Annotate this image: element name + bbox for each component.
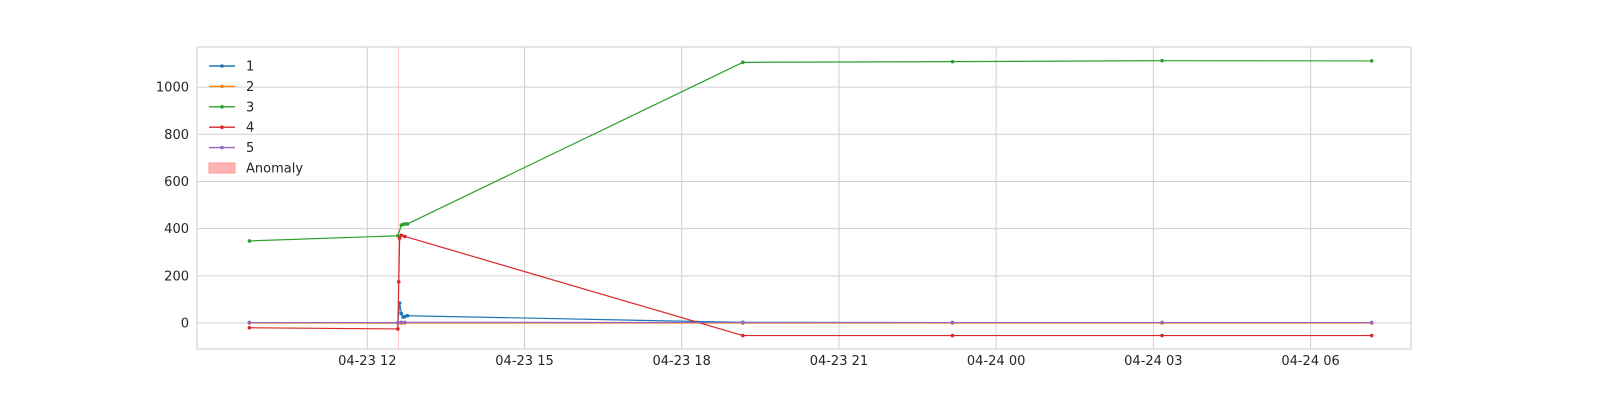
x-tick-label: 04-23 21	[810, 354, 868, 369]
y-tick-label: 1000	[156, 81, 189, 96]
data-point	[247, 239, 252, 243]
y-tick-label: 200	[164, 269, 189, 284]
legend-label: Anomaly	[246, 162, 303, 177]
data-point	[399, 311, 404, 316]
legend-entry: Anomaly	[208, 162, 303, 177]
data-point	[1160, 58, 1164, 63]
data-point	[1160, 320, 1164, 325]
legend-marker	[220, 105, 224, 109]
y-tick-label: 0	[181, 317, 189, 332]
plot-frame	[196, 46, 1412, 350]
y-tick-label: 400	[164, 222, 189, 237]
data-point	[399, 233, 404, 238]
legend-marker	[220, 125, 224, 129]
legend-marker	[220, 145, 224, 150]
grid-layer	[197, 47, 1411, 349]
data-point	[397, 236, 402, 240]
data-point	[950, 333, 955, 338]
data-point	[741, 320, 745, 325]
series-1	[247, 301, 1374, 325]
legend-entry: 4	[209, 121, 254, 136]
x-tick-label: 04-24 00	[967, 354, 1025, 369]
y-axis-ticks: 0 200 400 600 800 1000	[156, 81, 189, 332]
x-tick-label: 04-24 03	[1124, 354, 1182, 369]
x-axis-ticks: 04-23 12 04-23 15 04-23 18 04-23 21 04-24 00…	[338, 354, 1340, 369]
legend-label: 1	[246, 60, 254, 75]
data-point	[741, 333, 745, 338]
series-4	[247, 233, 1374, 338]
x-tick-label: 04-23 18	[653, 354, 711, 369]
legend-label: 4	[246, 121, 254, 136]
legend-entry: 5	[209, 141, 254, 156]
data-point	[950, 59, 955, 64]
series-line	[249, 234, 1372, 337]
anomaly-layer	[397, 47, 399, 349]
legend-swatch	[208, 162, 236, 174]
x-tick-label: 04-23 15	[495, 354, 553, 369]
series-line	[249, 60, 1372, 242]
x-tick-label: 04-23 12	[338, 354, 396, 369]
series-line	[249, 302, 1372, 324]
legend-label: 2	[246, 80, 254, 95]
data-point	[396, 327, 400, 331]
series-3	[247, 58, 1374, 243]
data-point	[247, 325, 252, 330]
data-point	[405, 222, 410, 226]
data-point	[396, 320, 400, 325]
data-point	[396, 279, 401, 284]
legend-label: 3	[246, 100, 254, 115]
legend-marker	[220, 84, 224, 89]
data-point	[1160, 333, 1164, 338]
data-point	[247, 320, 252, 325]
series-5	[247, 320, 1374, 325]
data-point	[403, 320, 407, 325]
data-point	[1369, 320, 1374, 325]
data-point	[950, 320, 955, 325]
data-point	[405, 313, 410, 318]
legend: 1 2 3 4 5 Anomaly	[208, 60, 303, 177]
y-tick-label: 600	[164, 175, 189, 190]
data-point	[1369, 59, 1374, 63]
legend-entry: 1	[209, 60, 254, 75]
data-point	[403, 234, 407, 239]
legend-entry: 3	[209, 100, 254, 115]
legend-marker	[220, 64, 224, 68]
data-point	[741, 60, 745, 65]
data-point	[403, 222, 407, 226]
y-tick-label: 800	[164, 128, 189, 143]
data-point	[1369, 333, 1374, 338]
x-tick-label: 04-24 06	[1281, 354, 1339, 369]
data-point	[399, 320, 404, 325]
legend-label: 5	[246, 141, 254, 156]
legend-entry: 2	[209, 80, 254, 95]
anomaly-band	[397, 47, 399, 349]
series-layer	[247, 58, 1374, 338]
